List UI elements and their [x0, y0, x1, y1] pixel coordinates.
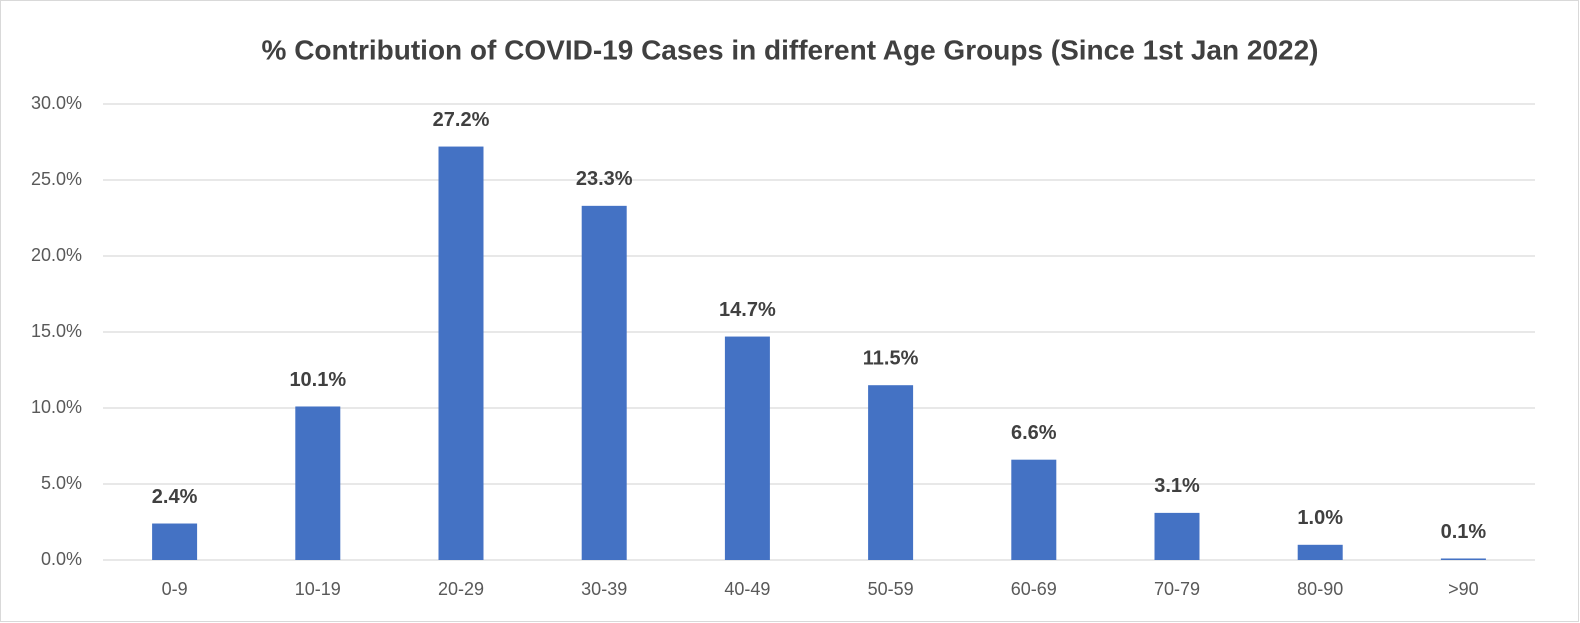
- bar: [724, 336, 770, 560]
- data-label: 6.6%: [1011, 422, 1057, 444]
- bar: [1011, 459, 1057, 560]
- y-tick-label: 30.0%: [31, 93, 82, 113]
- bar: [1154, 512, 1200, 560]
- data-label: 23.3%: [576, 168, 633, 190]
- x-tick-label: 30-39: [581, 579, 627, 599]
- x-tick-label: 70-79: [1154, 579, 1200, 599]
- data-label: 27.2%: [433, 109, 490, 131]
- data-label: 2.4%: [152, 486, 198, 508]
- x-tick-label: 10-19: [295, 579, 341, 599]
- bar: [868, 385, 914, 560]
- x-tick-label: 80-90: [1297, 579, 1343, 599]
- bar: [1440, 558, 1486, 560]
- y-tick-label: 15.0%: [31, 321, 82, 341]
- bar: [1297, 544, 1343, 560]
- y-tick-label: 25.0%: [31, 169, 82, 189]
- bar: [152, 523, 198, 560]
- data-label: 0.1%: [1441, 521, 1487, 543]
- data-label: 11.5%: [863, 347, 919, 369]
- data-label: 3.1%: [1154, 475, 1200, 497]
- y-tick-label: 20.0%: [31, 245, 82, 265]
- x-tick-label: 0-9: [162, 579, 188, 599]
- data-label: 1.0%: [1297, 507, 1343, 529]
- x-tick-label: 50-59: [868, 579, 914, 599]
- bar: [438, 146, 484, 560]
- x-tick-label: >90: [1448, 579, 1479, 599]
- y-tick-label: 5.0%: [41, 473, 82, 493]
- y-tick-label: 10.0%: [31, 397, 82, 417]
- bar: [581, 205, 627, 560]
- x-tick-label: 40-49: [724, 579, 770, 599]
- x-tick-label: 20-29: [438, 579, 484, 599]
- data-label: 14.7%: [719, 299, 776, 321]
- data-label: 10.1%: [289, 369, 346, 391]
- y-tick-label: 0.0%: [41, 549, 82, 569]
- x-tick-label: 60-69: [1011, 579, 1057, 599]
- bar: [295, 406, 341, 560]
- chart-title: % Contribution of COVID-19 Cases in diff…: [262, 34, 1319, 65]
